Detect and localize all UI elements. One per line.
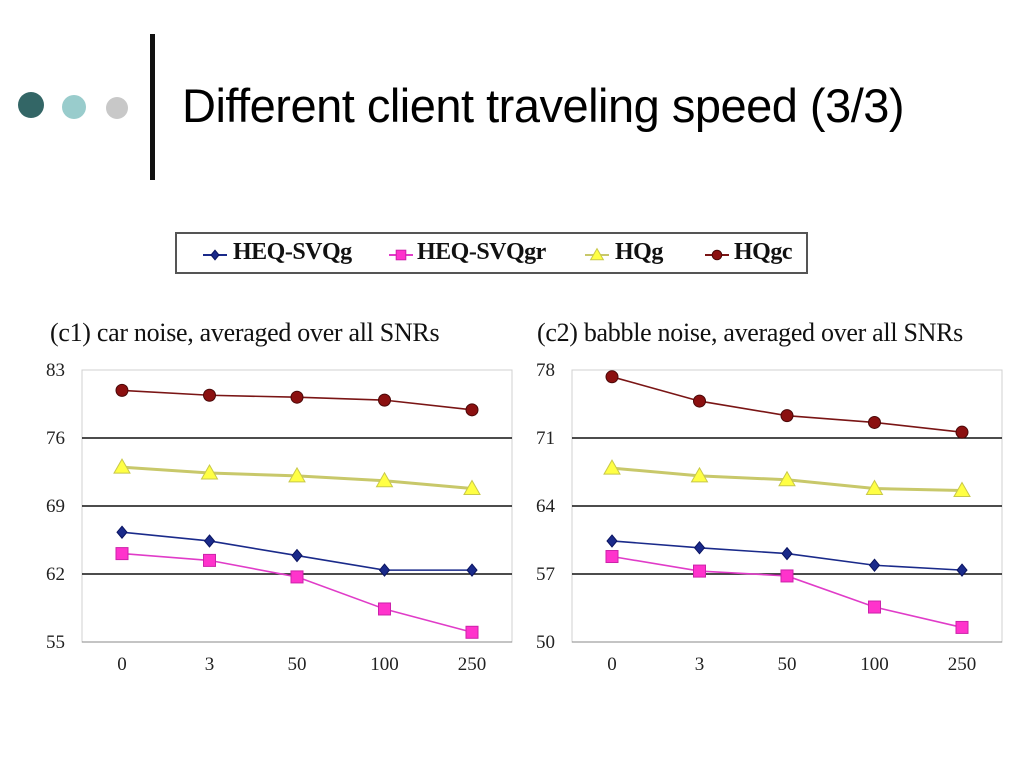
chart-0-point-hqgc-0 — [115, 383, 129, 397]
chart-c2: 78 71 64 57 50 0 3 50 100 250 — [536, 360, 1003, 675]
legend-marker-hqgc — [711, 249, 723, 261]
slide-title: Different client traveling speed (3/3) — [182, 79, 905, 132]
chart-1-point-hqg-0 — [603, 459, 621, 475]
chart-1-point-hqgc-3 — [693, 394, 706, 408]
chart-0-ytick-55: 55 — [46, 632, 65, 653]
chart-0-point-hqg-100 — [375, 471, 394, 488]
chart-0-point-hqgc-50 — [290, 390, 304, 404]
chart-1-point-heq-svqgr-50 — [780, 569, 794, 583]
chart-1-point-heq-svqgr-250 — [955, 620, 969, 634]
chart-1-point-hqg-50 — [778, 470, 796, 487]
chart-1-point-heq-svqgr-0 — [605, 550, 619, 564]
chart-1-point-heq-svqg-50 — [781, 546, 793, 561]
chart-0-ytick-62: 62 — [46, 564, 65, 585]
chart-1-point-hqg-3 — [690, 466, 709, 483]
chart-0-xtick-0: 0 — [117, 654, 127, 675]
decor-dot-2 — [62, 95, 86, 119]
chart-0-ytick-69: 69 — [46, 496, 65, 517]
chart-0-ytick-76: 76 — [46, 428, 65, 449]
chart-0-point-heq-svqgr-250 — [465, 625, 479, 639]
legend-marker-heq-svqgr — [395, 249, 407, 261]
decor-dot-3 — [106, 97, 128, 119]
chart-0-point-hqg-3 — [200, 463, 219, 480]
chart-0-xtick-250: 250 — [458, 654, 487, 675]
legend-label-hqgc: HQgc — [734, 239, 793, 265]
chart-c1: 83 76 69 62 55 0 3 50 100 250 — [46, 360, 513, 675]
chart-1-point-hqgc-50 — [780, 409, 794, 423]
chart-1-point-heq-svqg-250 — [956, 563, 968, 577]
chart-1-ytick-78: 78 — [536, 360, 555, 381]
chart-1-ytick-71: 71 — [536, 428, 555, 449]
chart-0-point-heq-svqg-3 — [203, 534, 216, 548]
legend-markers — [203, 247, 729, 261]
chart-0-point-heq-svqgr-0 — [115, 547, 129, 561]
chart-0-point-hqg-250 — [463, 479, 481, 496]
chart-1-point-hqg-100 — [865, 479, 884, 496]
chart-c1-title: (c1) car noise, averaged over all SNRs — [50, 318, 440, 347]
chart-0-point-heq-svqg-50 — [291, 548, 303, 563]
chart-0-point-hqg-50 — [288, 466, 306, 483]
chart-0-xtick-3: 3 — [205, 654, 215, 675]
chart-0-point-heq-svqg-100 — [378, 563, 391, 577]
chart-1-point-heq-svqgr-3 — [693, 564, 706, 578]
chart-1-point-heq-svqg-0 — [606, 534, 618, 548]
chart-1-xtick-250: 250 — [948, 654, 977, 675]
legend-label-heq-svqg: HEQ-SVQg — [233, 239, 352, 265]
chart-legend: HEQ-SVQg HEQ-SVQgr HQg HQgc — [175, 232, 808, 274]
chart-1-point-hqg-250 — [953, 481, 971, 497]
chart-0-point-hqgc-250 — [465, 403, 479, 417]
decor-dot-1 — [18, 92, 44, 118]
chart-0-xtick-50: 50 — [288, 654, 307, 675]
chart-1-ytick-57: 57 — [536, 564, 555, 585]
chart-1-point-hqgc-0 — [605, 370, 619, 384]
legend-label-hqg: HQg — [615, 239, 663, 265]
chart-0-point-hqgc-100 — [378, 393, 391, 407]
chart-1-xtick-0: 0 — [607, 654, 617, 675]
chart-0-xtick-100: 100 — [370, 654, 399, 675]
chart-1-point-heq-svqg-100 — [868, 558, 881, 573]
chart-1-point-heq-svqg-3 — [693, 540, 706, 555]
chart-1-xtick-50: 50 — [778, 654, 797, 675]
legend-marker-heq-svqg — [210, 249, 220, 261]
chart-1-point-heq-svqgr-100 — [868, 600, 881, 614]
chart-0-ytick-83: 83 — [46, 360, 65, 381]
chart-1-ytick-50: 50 — [536, 632, 555, 653]
chart-0-point-heq-svqgr-50 — [290, 570, 304, 584]
chart-0-point-hqgc-3 — [203, 388, 216, 402]
chart-1-point-hqgc-100 — [868, 415, 881, 429]
chart-1-point-hqgc-250 — [955, 425, 969, 439]
legend-marker-hqg — [589, 247, 605, 261]
legend-label-heq-svqgr: HEQ-SVQgr — [417, 239, 546, 265]
chart-0-point-heq-svqgr-100 — [378, 602, 391, 616]
chart-0-point-hqg-0 — [113, 458, 131, 474]
chart-0-point-heq-svqg-0 — [116, 525, 128, 540]
chart-1-xtick-100: 100 — [860, 654, 889, 675]
chart-1-xtick-3: 3 — [695, 654, 705, 675]
chart-0-point-heq-svqg-250 — [466, 563, 478, 577]
chart-0-point-heq-svqgr-3 — [203, 553, 216, 567]
chart-c2-title: (c2) babble noise, averaged over all SNR… — [537, 318, 963, 347]
chart-1-ytick-64: 64 — [536, 496, 556, 517]
title-divider — [150, 34, 155, 180]
